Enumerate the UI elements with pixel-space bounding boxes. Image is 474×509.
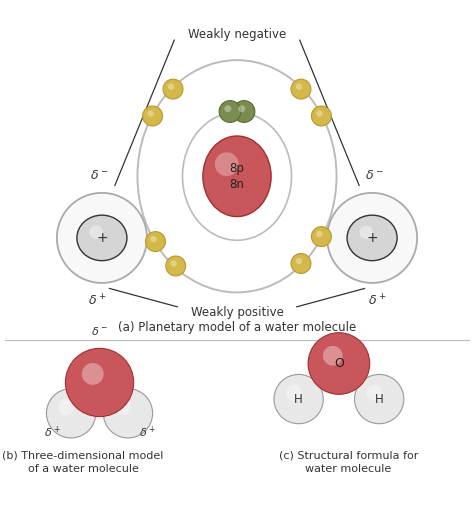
Text: H: H: [375, 392, 383, 406]
Circle shape: [296, 258, 302, 264]
Text: Weakly negative: Weakly negative: [188, 27, 286, 41]
Circle shape: [115, 399, 131, 415]
Circle shape: [57, 193, 147, 283]
Circle shape: [355, 375, 404, 423]
Circle shape: [274, 375, 323, 423]
Text: Weakly positive: Weakly positive: [191, 306, 283, 319]
Circle shape: [286, 385, 301, 401]
Circle shape: [238, 105, 245, 112]
Circle shape: [150, 236, 156, 242]
Text: $\delta^+$: $\delta^+$: [88, 293, 107, 308]
Circle shape: [291, 79, 311, 99]
Circle shape: [366, 385, 382, 401]
Text: $\delta^+$: $\delta^+$: [367, 293, 386, 308]
Circle shape: [360, 225, 373, 239]
Circle shape: [171, 260, 177, 267]
Circle shape: [316, 110, 323, 117]
Circle shape: [147, 110, 154, 117]
Text: $\delta^-$: $\delta^-$: [91, 325, 108, 336]
Circle shape: [311, 106, 331, 126]
Text: +: +: [96, 231, 108, 245]
Text: O: O: [334, 357, 344, 370]
Circle shape: [233, 101, 255, 122]
Circle shape: [90, 225, 103, 239]
Circle shape: [327, 193, 417, 283]
Text: 8p
8n: 8p 8n: [229, 162, 245, 191]
Text: $\delta^-$: $\delta^-$: [90, 169, 109, 182]
Circle shape: [323, 346, 343, 365]
Circle shape: [168, 83, 174, 90]
Text: H: H: [294, 392, 303, 406]
Circle shape: [311, 227, 331, 246]
Text: $\delta^+$: $\delta^+$: [138, 425, 155, 440]
Circle shape: [58, 399, 74, 415]
Text: (a) Planetary model of a water molecule: (a) Planetary model of a water molecule: [118, 322, 356, 334]
Ellipse shape: [203, 136, 271, 217]
Text: $\delta^+$: $\delta^+$: [44, 425, 61, 440]
Circle shape: [215, 152, 239, 176]
Circle shape: [219, 101, 241, 122]
Circle shape: [224, 105, 231, 112]
Text: (c) Structural formula for
water molecule: (c) Structural formula for water molecul…: [279, 450, 418, 474]
Circle shape: [163, 79, 183, 99]
Circle shape: [103, 389, 153, 438]
Ellipse shape: [347, 215, 397, 261]
Ellipse shape: [77, 215, 127, 261]
Text: (b) Three-dimensional model
of a water molecule: (b) Three-dimensional model of a water m…: [2, 450, 164, 474]
Circle shape: [82, 363, 104, 385]
Circle shape: [291, 253, 311, 273]
Circle shape: [316, 231, 323, 237]
Circle shape: [296, 83, 302, 90]
Circle shape: [308, 333, 370, 394]
Text: +: +: [366, 231, 378, 245]
Circle shape: [166, 256, 186, 276]
Circle shape: [143, 106, 163, 126]
Text: $\delta^-$: $\delta^-$: [365, 169, 384, 182]
Circle shape: [146, 232, 165, 251]
Circle shape: [46, 389, 96, 438]
Circle shape: [65, 348, 134, 416]
